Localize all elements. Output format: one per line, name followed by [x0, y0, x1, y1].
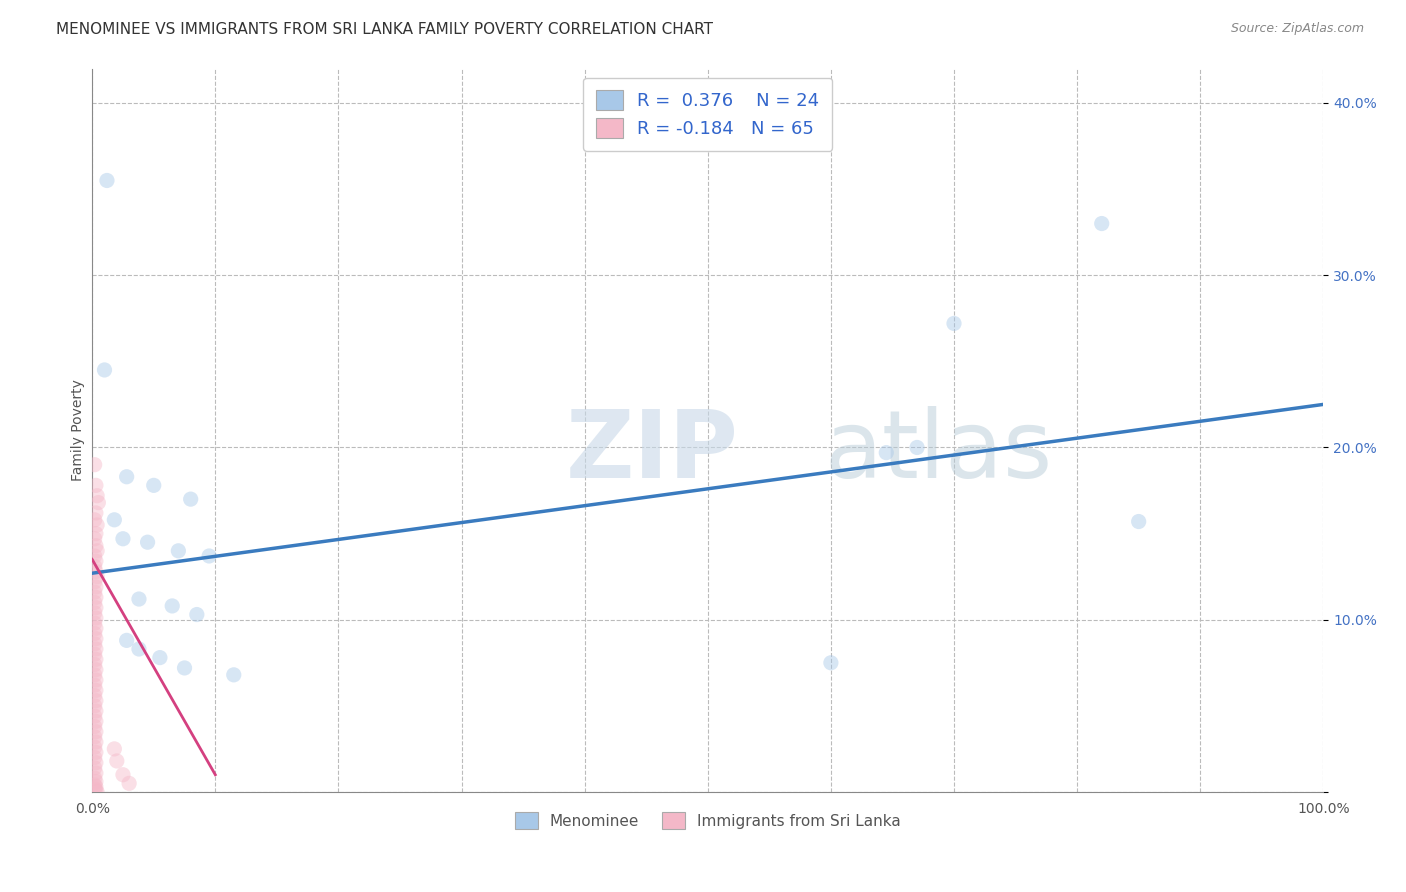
Point	[943, 317, 966, 331]
Point	[83, 458, 105, 472]
Point	[84, 694, 107, 708]
Point	[84, 539, 107, 553]
Point	[83, 709, 105, 723]
Point	[1128, 515, 1150, 529]
Point	[84, 780, 107, 794]
Point	[173, 661, 195, 675]
Point	[83, 595, 105, 609]
Point	[83, 626, 105, 640]
Point	[83, 585, 105, 599]
Point	[136, 535, 159, 549]
Point	[84, 591, 107, 605]
Point	[83, 647, 105, 661]
Point	[83, 778, 105, 792]
Point	[84, 611, 107, 625]
Point	[186, 607, 208, 622]
Point	[84, 735, 107, 749]
Legend: Menominee, Immigrants from Sri Lanka: Menominee, Immigrants from Sri Lanka	[509, 806, 907, 835]
Point	[118, 776, 141, 790]
Point	[83, 771, 105, 785]
Point	[83, 616, 105, 631]
Point	[84, 663, 107, 677]
Point	[86, 544, 108, 558]
Point	[115, 469, 138, 483]
Point	[83, 513, 105, 527]
Point	[86, 518, 108, 533]
Point	[83, 689, 105, 703]
Point	[83, 657, 105, 672]
Point	[820, 656, 842, 670]
Point	[84, 478, 107, 492]
Point	[84, 642, 107, 657]
Point	[84, 506, 107, 520]
Point	[83, 761, 105, 775]
Point	[93, 363, 115, 377]
Point	[84, 704, 107, 718]
Point	[84, 714, 107, 729]
Point	[84, 766, 107, 780]
Point	[103, 513, 125, 527]
Point	[875, 445, 897, 459]
Point	[905, 441, 928, 455]
Point	[103, 742, 125, 756]
Text: Source: ZipAtlas.com: Source: ZipAtlas.com	[1230, 22, 1364, 36]
Point	[87, 495, 110, 509]
Point	[149, 650, 172, 665]
Point	[83, 606, 105, 620]
Point	[83, 750, 105, 764]
Point	[167, 544, 190, 558]
Point	[86, 785, 108, 799]
Point	[142, 478, 165, 492]
Point	[84, 600, 107, 615]
Point	[83, 698, 105, 713]
Text: MENOMINEE VS IMMIGRANTS FROM SRI LANKA FAMILY POVERTY CORRELATION CHART: MENOMINEE VS IMMIGRANTS FROM SRI LANKA F…	[56, 22, 713, 37]
Point	[115, 633, 138, 648]
Point	[84, 526, 107, 541]
Point	[83, 740, 105, 755]
Point	[84, 774, 107, 789]
Point	[84, 554, 107, 568]
Point	[84, 652, 107, 666]
Point	[84, 683, 107, 698]
Point	[83, 549, 105, 563]
Point	[83, 668, 105, 682]
Text: atlas: atlas	[825, 406, 1053, 498]
Point	[1091, 217, 1114, 231]
Point	[83, 719, 105, 733]
Point	[84, 745, 107, 759]
Point	[128, 642, 150, 657]
Point	[84, 724, 107, 739]
Point	[83, 559, 105, 574]
Point	[84, 565, 107, 579]
Point	[198, 549, 221, 563]
Point	[86, 569, 108, 583]
Point	[84, 580, 107, 594]
Point	[83, 532, 105, 546]
Point	[111, 768, 134, 782]
Point	[222, 668, 245, 682]
Point	[83, 678, 105, 692]
Point	[83, 574, 105, 589]
Point	[160, 599, 183, 613]
Point	[105, 754, 128, 768]
Text: ZIP: ZIP	[567, 406, 740, 498]
Point	[84, 673, 107, 687]
Point	[84, 621, 107, 635]
Point	[111, 532, 134, 546]
Point	[83, 730, 105, 744]
Point	[84, 756, 107, 770]
Y-axis label: Family Poverty: Family Poverty	[72, 379, 86, 481]
Point	[83, 781, 105, 796]
Point	[86, 489, 108, 503]
Point	[180, 492, 202, 507]
Point	[83, 637, 105, 651]
Point	[84, 783, 107, 797]
Point	[96, 173, 118, 187]
Point	[128, 592, 150, 607]
Point	[84, 632, 107, 646]
